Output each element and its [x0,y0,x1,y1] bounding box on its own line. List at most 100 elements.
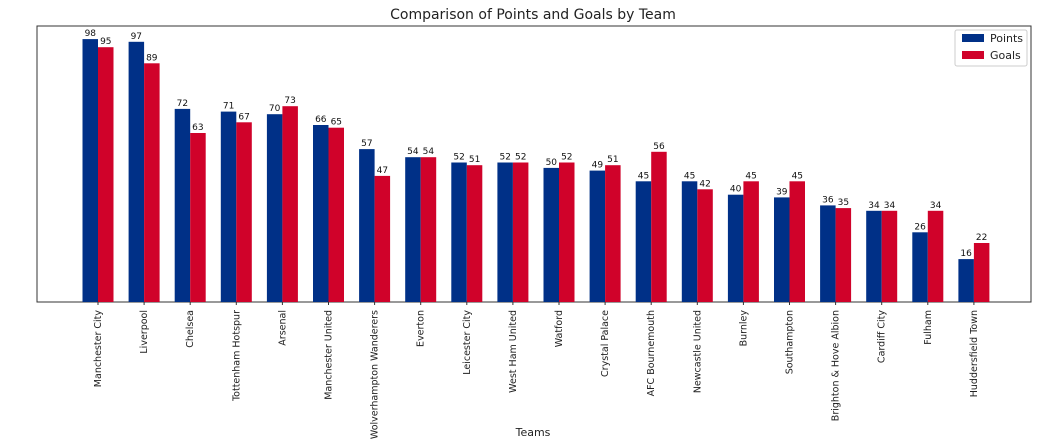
x-tick-label-fulham: Fulham [923,310,934,345]
data-label-goals-liverpool: 89 [146,53,158,63]
x-tick-label-everton: Everton [416,310,427,347]
bar-points-arsenal [266,114,283,302]
data-label-points-cardiff-city: 34 [868,201,880,211]
bar-points-manchester-united [313,125,329,302]
bar-goals-liverpool [144,63,160,302]
x-tick-label-manchester-united: Manchester United [324,310,335,400]
data-label-points-crystal-palace: 49 [592,161,604,171]
data-label-goals-burnley: 45 [745,171,756,181]
bar-goals-afc-bournemouth [651,151,667,302]
data-label-points-manchester-city: 98 [85,29,97,39]
x-tick-label-leicester-city: Leicester City [462,310,473,375]
legend-label-goals: Goals [990,49,1021,62]
bar-points-chelsea [174,108,191,303]
legend: Points Goals [954,29,1028,67]
bar-goals-fulham [927,210,944,302]
x-tick-label-afc-bournemouth: AFC Bournemouth [646,310,657,396]
x-tick-label-burnley: Burnley [738,310,749,347]
data-label-goals-watford: 52 [561,153,572,163]
bar-points-afc-bournemouth [635,181,652,302]
data-label-points-newcastle-united: 45 [684,171,695,181]
x-tick-label-manchester-city: Manchester City [93,310,104,388]
data-label-points-manchester-united: 66 [315,115,327,125]
bar-points-everton [405,157,421,302]
bar-goals-everton [420,157,437,302]
bar-goals-manchester-city [98,47,114,303]
data-label-points-tottenham-hotspur: 71 [223,102,234,112]
data-label-goals-fulham: 34 [930,201,942,211]
bar-points-wolverhampton-wanderers [359,149,375,302]
data-label-goals-cardiff-city: 34 [884,201,896,211]
data-label-goals-manchester-united: 65 [331,118,342,128]
bar-points-west-ham-united [497,162,513,302]
data-label-goals-crystal-palace: 51 [607,155,618,165]
bar-goals-wolverhampton-wanderers [374,175,391,302]
data-label-goals-manchester-city: 95 [100,37,111,47]
bar-points-tottenham-hotspur [220,111,237,302]
x-tick-label-wolverhampton-wanderers: Wolverhampton Wanderers [370,310,381,439]
bar-goals-arsenal [282,106,298,302]
data-label-points-everton: 54 [407,147,419,157]
bar-points-southampton [774,197,790,302]
bar-points-watford [543,167,559,302]
x-tick-label-liverpool: Liverpool [139,310,150,354]
bar-points-crystal-palace [589,170,606,302]
data-label-goals-everton: 54 [423,147,435,157]
data-label-goals-brighton-and-hove-albion: 35 [838,198,849,208]
bars-group [82,39,990,303]
bar-goals-manchester-united [328,127,344,302]
x-tick-label-watford: Watford [554,310,565,347]
data-label-goals-southampton: 45 [792,171,803,181]
data-label-points-brighton-and-hove-albion: 36 [822,195,834,205]
x-tick-label-newcastle-united: Newcastle United [692,310,703,393]
data-label-goals-tottenham-hotspur: 67 [238,112,249,122]
data-label-points-leicester-city: 52 [453,153,464,163]
bar-goals-cardiff-city [881,210,898,302]
data-label-points-wolverhampton-wanderers: 57 [361,139,372,149]
data-label-goals-west-ham-united: 52 [515,153,526,163]
bar-points-fulham [912,232,928,302]
data-label-points-watford: 50 [546,158,558,168]
x-tick-label-cardiff-city: Cardiff City [877,310,888,363]
data-label-goals-huddersfield-town: 22 [976,233,987,243]
data-label-goals-newcastle-united: 42 [699,179,710,189]
bar-goals-crystal-palace [605,165,621,302]
bar-goals-tottenham-hotspur [236,122,252,302]
bar-goals-southampton [789,181,805,302]
legend-swatch-goals [962,51,984,59]
chart-title: Comparison of Points and Goals by Team [390,7,676,23]
bar-goals-newcastle-united [697,189,713,302]
x-axis-label: Teams [515,426,551,439]
bar-goals-huddersfield-town [973,243,990,302]
data-label-points-huddersfield-town: 16 [960,249,972,259]
x-tick-label-tottenham-hotspur: Tottenham Hotspur [231,310,242,402]
bar-points-leicester-city [451,162,467,302]
data-label-points-southampton: 39 [776,187,788,197]
x-tick-labels-group: Manchester City Liverpool Chelsea Tottenham… [93,302,980,439]
data-label-goals-leicester-city: 51 [469,155,480,165]
bar-goals-chelsea [190,133,206,302]
x-tick-label-huddersfield-town: Huddersfield Town [969,310,980,397]
bar-points-huddersfield-town [958,259,974,302]
x-tick-label-southampton: Southampton [785,310,796,374]
bar-goals-brighton-and-hove-albion [835,208,852,302]
bar-goals-west-ham-united [512,162,529,302]
bar-points-manchester-city [82,39,98,302]
bar-goals-watford [559,162,575,302]
data-label-points-chelsea: 72 [177,99,188,109]
bar-points-newcastle-united [681,181,698,302]
data-label-goals-arsenal: 73 [284,96,295,106]
data-label-points-afc-bournemouth: 45 [638,171,649,181]
data-label-points-arsenal: 70 [269,104,281,114]
data-label-points-burnley: 40 [730,185,742,195]
x-tick-label-crystal-palace: Crystal Palace [600,310,611,377]
legend-swatch-points [962,34,984,42]
x-tick-label-brighton-and-hove-albion: Brighton & Hove Albion [831,310,842,421]
x-tick-label-west-ham-united: West Ham United [508,310,519,393]
bar-goals-burnley [743,181,759,302]
bar-points-burnley [727,194,744,302]
plot-area [36,25,1032,303]
data-label-points-fulham: 26 [914,222,926,232]
